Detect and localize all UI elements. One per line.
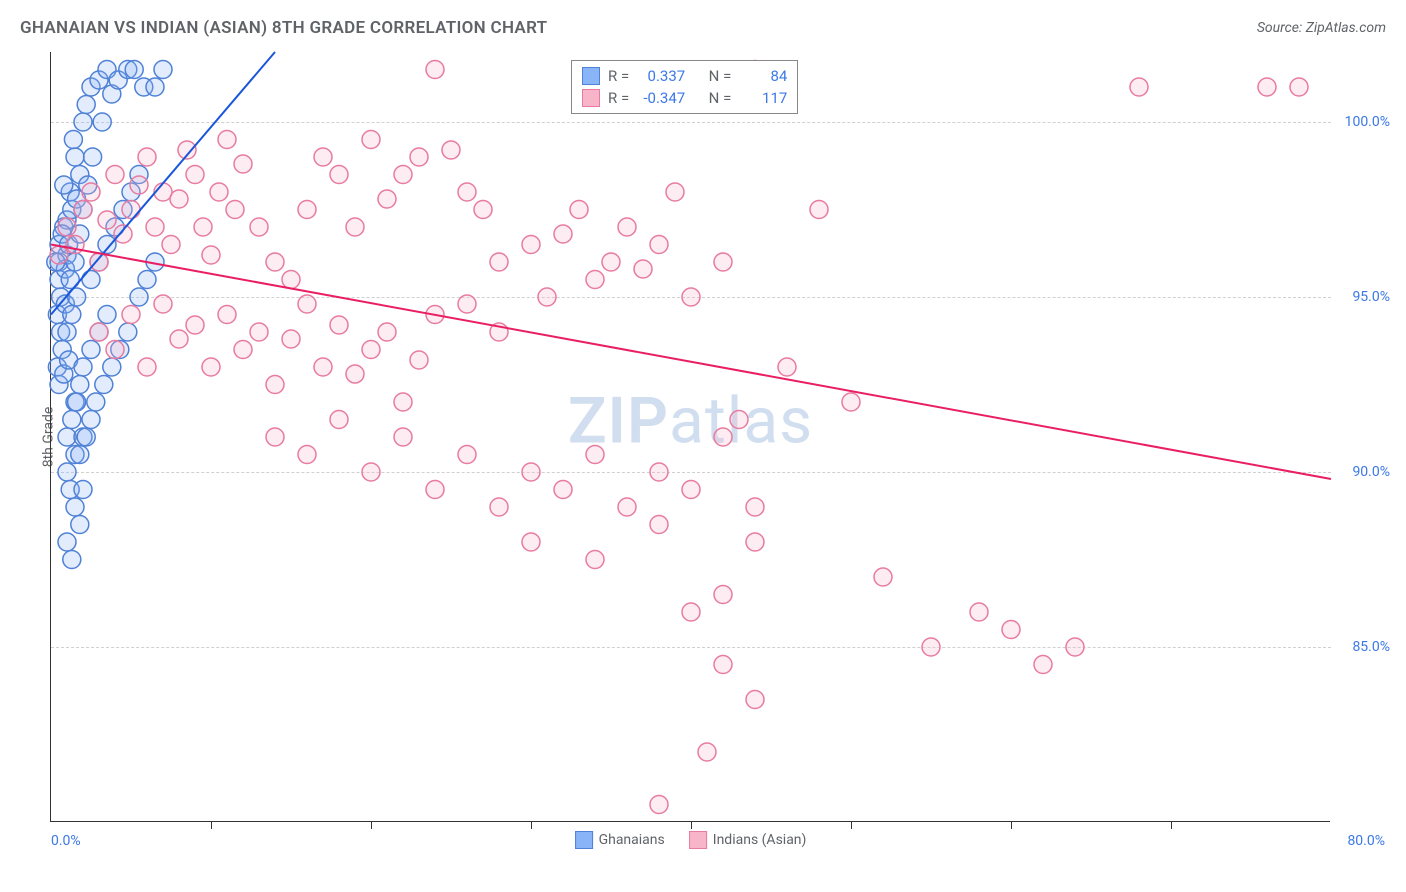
- legend-swatch: [689, 831, 707, 849]
- legend-swatch: [575, 831, 593, 849]
- x-tick: [531, 821, 532, 829]
- x-max-label: 80.0%: [1347, 833, 1385, 849]
- legend-label: Ghanaians: [599, 832, 665, 848]
- trend-line: [51, 52, 275, 315]
- stats-row: R = 0.337 N = 84: [582, 65, 787, 87]
- stat-r-label: R =: [608, 67, 629, 85]
- stat-n-label: N =: [709, 89, 732, 107]
- plot-area: ZIPatlas 85.0%90.0%95.0%100.0% R =0.337 …: [50, 52, 1330, 822]
- trendline-layer: [51, 52, 1331, 822]
- x-tick: [1171, 821, 1172, 829]
- series-swatch: [582, 89, 600, 107]
- legend-item: Indians (Asian): [689, 831, 807, 849]
- x-tick: [371, 821, 372, 829]
- stats-legend: R = 0.337 N = 84 R = -0.347 N = 117: [571, 60, 798, 114]
- chart-container: 8th Grade ZIPatlas 85.0%90.0%95.0%100.0%…: [50, 52, 1390, 822]
- stat-r-value: 0.337: [637, 67, 685, 85]
- stat-n-value: 84: [739, 67, 787, 85]
- y-tick-label: 100.0%: [1345, 114, 1390, 130]
- trend-line: [51, 245, 1331, 480]
- bottom-legend: Ghanaians Indians (Asian): [575, 831, 807, 849]
- stat-n-value: 117: [739, 89, 787, 107]
- legend-item: Ghanaians: [575, 831, 665, 849]
- legend-label: Indians (Asian): [713, 832, 807, 848]
- stat-n-label: N =: [709, 67, 732, 85]
- series-swatch: [582, 67, 600, 85]
- stat-r-label: R =: [608, 89, 629, 107]
- chart-source: Source: ZipAtlas.com: [1257, 20, 1386, 36]
- x-min-label: 0.0%: [51, 833, 81, 849]
- stat-r-value: -0.347: [637, 89, 685, 107]
- y-tick-label: 85.0%: [1352, 639, 1390, 655]
- y-tick-label: 90.0%: [1352, 464, 1390, 480]
- y-tick-label: 95.0%: [1352, 289, 1390, 305]
- stats-row: R = -0.347 N = 117: [582, 87, 787, 109]
- chart-header: GHANAIAN VS INDIAN (ASIAN) 8TH GRADE COR…: [20, 18, 1386, 38]
- x-tick: [851, 821, 852, 829]
- x-tick: [1011, 821, 1012, 829]
- chart-title: GHANAIAN VS INDIAN (ASIAN) 8TH GRADE COR…: [20, 18, 547, 38]
- x-tick: [691, 821, 692, 829]
- x-tick: [211, 821, 212, 829]
